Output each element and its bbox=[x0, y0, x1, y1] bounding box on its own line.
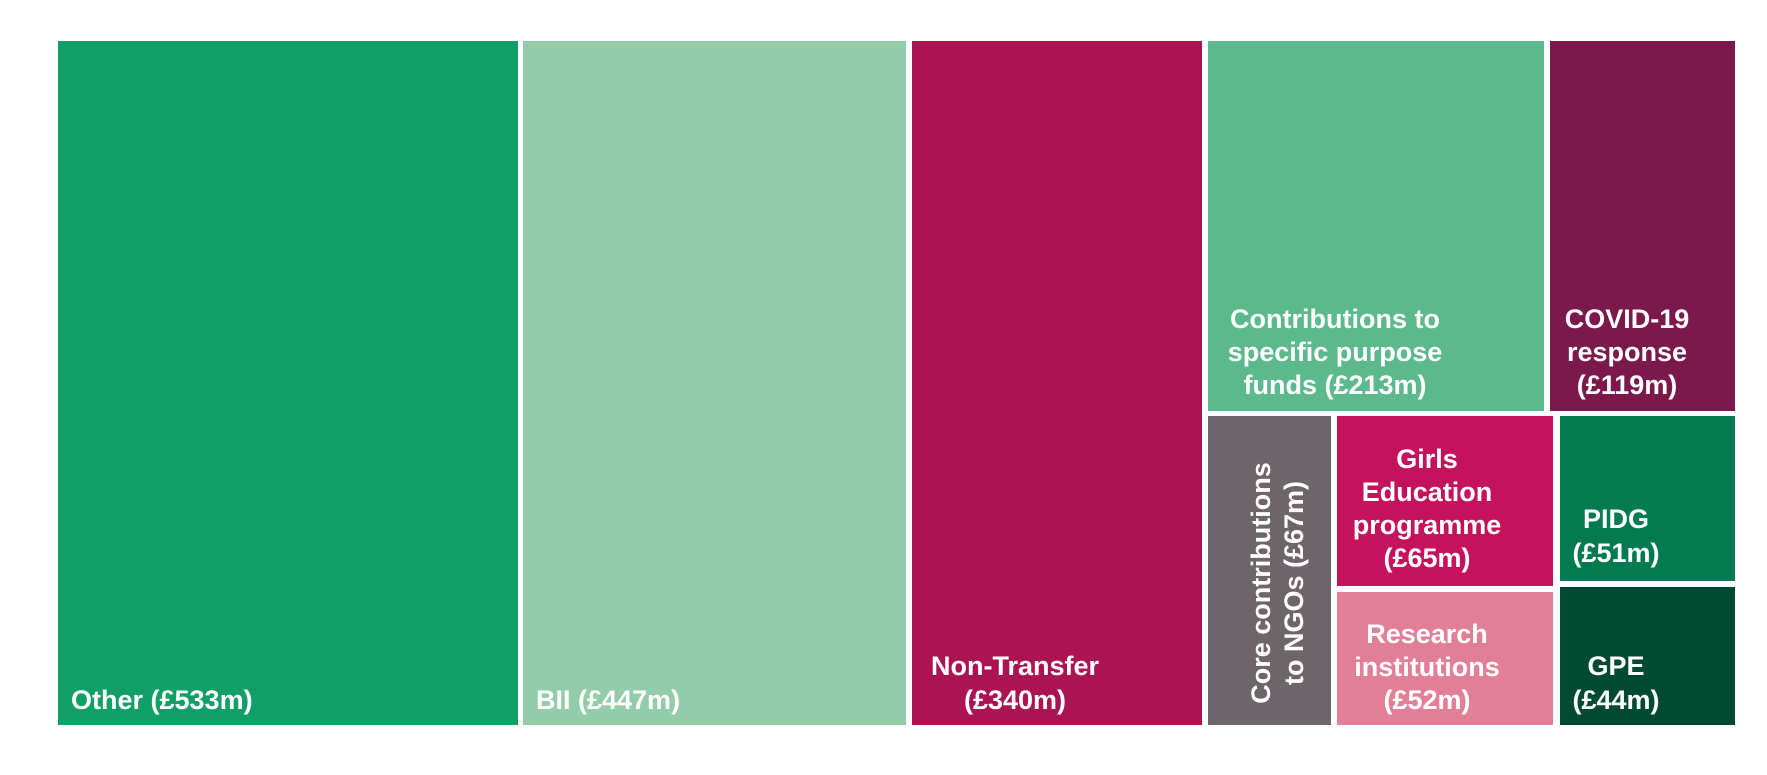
treemap-tile-specific-purpose-funds bbox=[1208, 41, 1544, 411]
treemap-tile-pidg bbox=[1560, 416, 1735, 581]
treemap-tile-non-transfer bbox=[912, 41, 1202, 725]
treemap-label-gpe: GPE (£44m) bbox=[1572, 651, 1659, 715]
treemap-label-bii: BII (£447m) bbox=[536, 685, 680, 715]
treemap-label-pidg: PIDG (£51m) bbox=[1572, 504, 1659, 568]
treemap-tile-gpe bbox=[1560, 587, 1735, 725]
treemap-label-non-transfer: Non-Transfer (£340m) bbox=[931, 651, 1100, 715]
treemap-label-covid-19: COVID-19 response (£119m) bbox=[1565, 304, 1690, 400]
treemap-label-specific-purpose-funds: Contributions to specific purpose funds (£… bbox=[1228, 304, 1443, 400]
treemap-tile-other bbox=[58, 41, 518, 725]
treemap-tile-core-ngos bbox=[1208, 416, 1331, 725]
treemap-labels: Other (£533m) BII (£447m) Non-Transfer (£34… bbox=[71, 304, 1689, 715]
treemap-tile-covid-19 bbox=[1550, 41, 1735, 411]
treemap-label-research: Research institutions (£52m) bbox=[1354, 619, 1499, 715]
treemap-label-girls-education: Girls Education programme (£65m) bbox=[1353, 444, 1502, 573]
treemap-tile-girls-education bbox=[1337, 416, 1553, 586]
treemap-tile-research bbox=[1337, 592, 1553, 725]
treemap-label-core-ngos: Core contributions to NGOs (£67m) bbox=[1246, 462, 1309, 704]
treemap-tiles bbox=[58, 41, 1735, 725]
treemap-label-other: Other (£533m) bbox=[71, 685, 253, 715]
treemap-tile-bii bbox=[523, 41, 906, 725]
